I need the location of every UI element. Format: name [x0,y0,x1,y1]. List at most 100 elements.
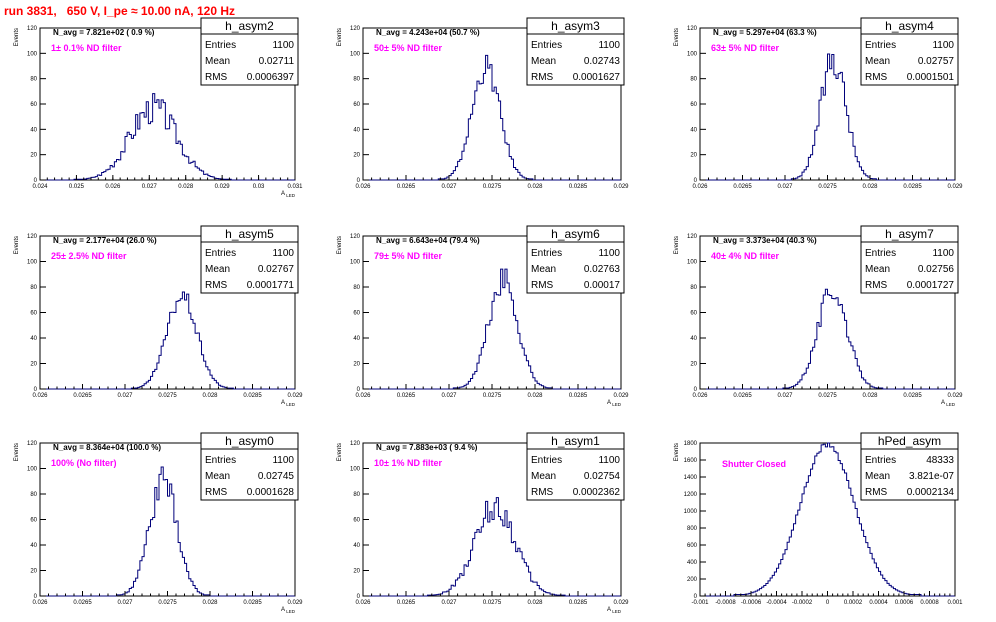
stats-value-rms: 0.00017 [584,280,621,291]
stats-box [200,33,299,86]
y-axis-title: Events [14,236,20,254]
x-tick-label: 0.026 [32,600,48,606]
stats-key-mean: Mean [205,56,230,67]
stats-value-rms: 0.0006397 [247,72,295,83]
y-axis-title: Events [337,28,343,46]
y-tick-label: 800 [687,526,698,532]
y-axis-title: Events [674,28,680,46]
y-tick-label: 40 [353,127,360,133]
x-tick-label: 0.026 [355,184,371,190]
x-tick-label: 0.027 [777,184,793,190]
y-tick-label: 1400 [684,475,698,481]
y-tick-label: 200 [687,577,698,583]
stats-value-entries: 1100 [598,455,620,466]
y-tick-label: 80 [690,77,697,83]
stats-key-entries: Entries [205,40,236,51]
x-tick-label: 0.029 [287,393,303,399]
histogram-panel-h_asym6: 0.026 0.0265 0.027 0.0275 0.028 0.0285 0.029 0 2… [337,225,629,407]
y-tick-label: 100 [350,260,361,266]
x-tick-label: 0.029 [613,184,629,190]
y-axis-title: Events [14,28,20,46]
x-axis-title-subscript: LED [611,609,622,614]
filter-label: 50± 5% ND filter [374,43,442,53]
y-tick-label: 40 [353,543,360,549]
x-tick-label: 0 [826,600,830,606]
x-tick-label: 0.0265 [397,184,416,190]
y-tick-label: 0 [694,178,698,184]
y-tick-label: 0 [34,594,38,600]
filter-label: 1± 0.1% ND filter [51,43,122,53]
x-tick-label: 0.029 [613,393,629,399]
histogram-panel-h_asym0: 0.026 0.0265 0.027 0.0275 0.028 0.0285 0.029 0 2… [14,432,303,614]
stats-title: h_asym5 [225,227,274,241]
stats-box [200,241,299,294]
stats-key-mean: Mean [865,471,890,482]
filter-label: 10± 1% ND filter [374,458,442,468]
x-tick-label: 0.028 [862,184,878,190]
stats-key-entries: Entries [531,248,562,259]
histogram-line [363,497,621,597]
stats-box [526,241,625,294]
x-tick-label: 0.031 [287,184,303,190]
x-tick-label: 0.028 [202,600,218,606]
stats-title: h_asym1 [551,434,600,448]
x-tick-label: 0.0275 [158,600,177,606]
y-tick-label: 100 [27,260,38,266]
y-tick-label: 600 [687,543,698,549]
x-tick-label: 0.0275 [818,393,837,399]
y-tick-label: 120 [27,234,38,240]
navg-label: N_avg = 5.297e+04 (63.3 %) [713,28,817,37]
stats-value-entries: 1100 [272,248,294,259]
stats-box [860,448,959,501]
x-tick-label: 0.0285 [243,600,262,606]
histogram-line [40,291,295,390]
stats-key-rms: RMS [531,280,554,291]
histogram-line [700,53,955,181]
stats-key-entries: Entries [205,455,236,466]
stats-box [860,241,959,294]
filter-label: 63± 5% ND filter [711,43,779,53]
y-tick-label: 0 [357,387,361,393]
y-tick-label: 120 [687,234,698,240]
x-tick-label: 0.0006 [895,600,914,606]
stats-key-entries: Entries [205,248,236,259]
x-tick-label: 0.028 [202,393,218,399]
y-tick-label: 60 [30,518,37,524]
x-tick-label: 0.0265 [733,184,752,190]
stats-key-mean: Mean [531,471,556,482]
stats-value-entries: 1100 [598,248,620,259]
y-tick-label: 0 [357,178,361,184]
y-axis-title: Events [674,443,680,461]
stats-title: hPed_asym [878,434,941,448]
x-tick-label: 0.0265 [397,600,416,606]
filter-label: Shutter Closed [722,459,786,469]
stats-title: h_asym7 [885,227,934,241]
histogram-line [40,93,295,181]
y-tick-label: 20 [30,362,37,368]
stats-key-entries: Entries [531,40,562,51]
x-tick-label: 0.0275 [483,600,502,606]
y-tick-label: 60 [353,518,360,524]
y-tick-label: 1600 [684,458,698,464]
x-tick-label: 0.0275 [483,393,502,399]
y-tick-label: 100 [687,260,698,266]
histogram-line [700,442,955,597]
y-tick-label: 120 [687,26,698,32]
stats-key-rms: RMS [531,487,554,498]
filter-label: 25± 2.5% ND filter [51,251,127,261]
y-tick-label: 80 [353,77,360,83]
stats-title: h_asym2 [225,19,274,33]
x-tick-label: 0.026 [692,184,708,190]
stats-title: h_asym0 [225,434,274,448]
stats-title: h_asym4 [885,19,934,33]
filter-label: 40± 4% ND filter [711,251,779,261]
stats-title: h_asym6 [551,227,600,241]
y-tick-label: 80 [353,285,360,291]
y-tick-label: 20 [353,569,360,575]
stats-value-mean: 0.02745 [258,471,295,482]
x-tick-label: 0.0002 [844,600,863,606]
x-axis-title-subscript: LED [285,609,296,614]
x-tick-label: 0.0265 [733,393,752,399]
y-axis-title: Events [337,443,343,461]
